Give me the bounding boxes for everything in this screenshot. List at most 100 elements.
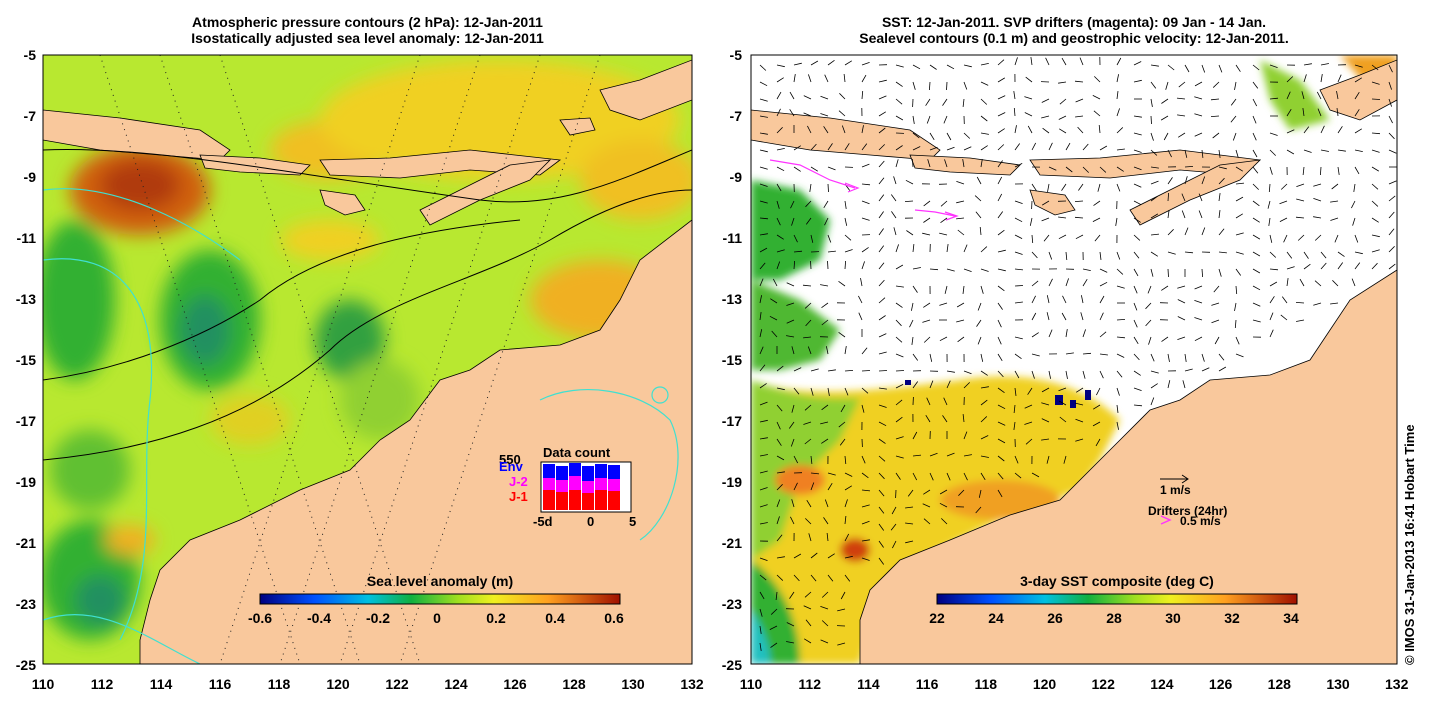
velocity-arrow (1031, 295, 1036, 304)
velocity-arrow (1252, 234, 1261, 240)
velocity-arrow (1371, 149, 1380, 153)
velocity-arrow (837, 642, 846, 646)
velocity-arrow (1235, 268, 1242, 276)
velocity-arrow (1210, 115, 1220, 117)
velocity-arrow (759, 312, 762, 321)
velocity-arrows (759, 56, 1397, 651)
velocity-arrow (878, 228, 884, 236)
velocity-arrow (1058, 216, 1067, 219)
velocity-arrow (1313, 216, 1322, 219)
velocity-arrow (1082, 352, 1092, 355)
velocity-arrow (940, 217, 948, 224)
velocity-arrow (1353, 183, 1356, 192)
velocity-arrow (1047, 183, 1050, 192)
velocity-arrow (1079, 57, 1084, 66)
velocity-arrow (1133, 319, 1138, 328)
sst-cb-label-3: 28 (1106, 610, 1122, 626)
velocity-arrow (895, 336, 903, 343)
velocity-arrow (997, 387, 1005, 394)
velocity-arrow (827, 369, 836, 372)
velocity-arrow (1303, 251, 1309, 259)
velocity-arrow (1061, 57, 1067, 66)
velocity-arrow (776, 148, 785, 151)
velocity-arrow (776, 404, 783, 412)
velocity-arrow (956, 181, 965, 185)
velocity-arrow (793, 74, 796, 83)
velocity-arrow (810, 368, 819, 372)
velocity-arrow (909, 319, 914, 328)
velocity-arrow (1014, 336, 1023, 340)
velocity-arrow (905, 179, 914, 185)
velocity-arrow (1065, 370, 1068, 379)
velocity-arrow (1078, 183, 1084, 191)
velocity-arrow (1082, 268, 1091, 271)
velocity-arrow (1099, 281, 1108, 287)
velocity-arrow (759, 454, 768, 457)
velocity-arrow (861, 404, 865, 413)
velocity-arrow (940, 200, 948, 207)
velocity-arrow (786, 335, 795, 338)
velocity-arrow (1252, 64, 1260, 71)
velocity-arrow (759, 419, 768, 423)
velocity-arrow (1194, 81, 1203, 87)
velocity-arrow (1031, 332, 1039, 338)
velocity-arrow (1297, 234, 1305, 241)
velocity-arrow (1167, 149, 1172, 158)
velocity-arrow (1177, 316, 1186, 321)
velocity-arrow (791, 499, 795, 508)
right-x-tick-0: 110 (739, 676, 763, 692)
data-count-x-max: 5 (629, 514, 637, 529)
velocity-arrow (1252, 302, 1261, 307)
velocity-arrow (1218, 268, 1222, 277)
velocity-arrow (912, 431, 918, 440)
velocity-arrow (1075, 115, 1084, 118)
velocity-arrow (838, 421, 846, 428)
left-y-tick-2: -9 (23, 169, 36, 185)
velocity-arrow (776, 421, 781, 430)
velocity-arrow (997, 336, 1002, 345)
left-y-tick-5: -15 (15, 352, 36, 368)
velocity-arrow (776, 455, 785, 461)
velocity-arrow (1354, 64, 1363, 68)
velocity-arrow (803, 421, 812, 425)
velocity-arrow (1317, 108, 1322, 117)
velocity-arrow (1388, 98, 1392, 107)
velocity-arrow (1024, 112, 1033, 117)
velocity-arrow (776, 77, 784, 83)
velocity-arrow (1014, 353, 1022, 360)
velocity-arrow (1283, 234, 1288, 243)
velocity-arrow (810, 166, 819, 172)
velocity-arrow (861, 347, 868, 355)
velocity-arrow (1371, 166, 1380, 172)
velocity-arrow (1116, 183, 1121, 192)
velocity-arrow (1058, 81, 1067, 84)
velocity-arrow (1058, 115, 1067, 120)
velocity-arrow (946, 452, 955, 457)
velocity-arrow (1013, 91, 1016, 100)
velocity-arrow (912, 285, 918, 293)
velocity-arrow (1058, 234, 1067, 240)
velocity-arrow (860, 278, 863, 287)
velocity-arrow (844, 455, 847, 465)
velocity-arrow (820, 639, 829, 644)
velocity-arrow (1177, 132, 1186, 138)
velocity-arrow (1065, 329, 1068, 338)
velocity-arrow (929, 132, 935, 141)
sst-cb-label-2: 26 (1047, 610, 1063, 626)
velocity-arrow (1133, 183, 1142, 188)
velocity-arrow (1252, 166, 1259, 174)
velocity-arrow (956, 200, 965, 204)
velocity-arrow (804, 404, 812, 411)
velocity-arrow (1116, 285, 1125, 289)
velocity-arrow (1320, 125, 1325, 134)
velocity-arrow (824, 217, 829, 226)
velocity-arrow (820, 284, 829, 287)
velocity-arrow (861, 504, 870, 508)
velocity-arrow (759, 278, 764, 287)
velocity-arrow (1014, 387, 1017, 396)
velocity-arrow (942, 98, 948, 106)
velocity-arrow (793, 367, 802, 372)
velocity-arrow (790, 438, 795, 447)
velocity-arrow (980, 159, 983, 168)
velocity-arrow (844, 555, 853, 559)
